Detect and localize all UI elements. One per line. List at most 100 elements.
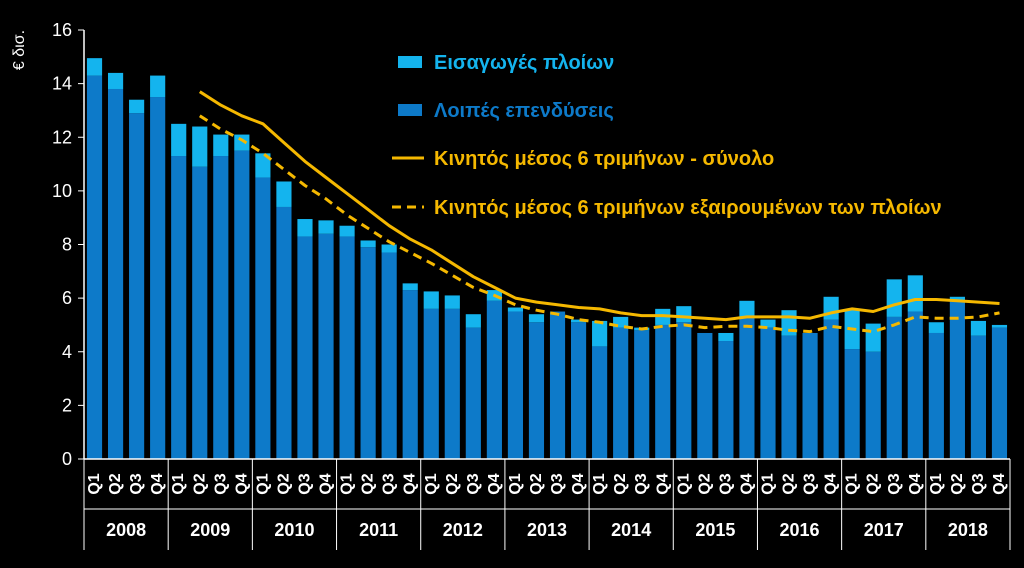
x-tick-label-quarter: Q2	[191, 473, 208, 494]
x-tick-label-year: 2010	[274, 520, 314, 540]
bar-other-investment	[613, 327, 629, 459]
bar-ship-imports	[402, 283, 418, 291]
bar-ship-imports	[865, 323, 881, 352]
bar-other-investment	[823, 319, 839, 459]
bar-other-investment	[234, 150, 250, 459]
y-tick-label: 2	[62, 395, 72, 415]
x-tick-label-quarter: Q1	[675, 473, 692, 494]
x-tick-label-quarter: Q4	[823, 473, 840, 494]
x-tick-label-year: 2018	[948, 520, 988, 540]
bar-other-investment	[423, 308, 439, 459]
x-tick-label-quarter: Q4	[570, 473, 587, 494]
x-tick-label-quarter: Q4	[486, 473, 503, 494]
x-tick-label-quarter: Q3	[381, 473, 398, 494]
bar-other-investment	[676, 322, 692, 459]
bar-ship-imports	[465, 314, 481, 328]
bar-ship-imports	[676, 306, 692, 323]
x-tick-label-quarter: Q1	[844, 473, 861, 494]
bar-other-investment	[465, 327, 481, 459]
bar-ship-imports	[907, 275, 923, 312]
bar-ship-imports	[507, 307, 524, 312]
x-tick-label-year: 2017	[864, 520, 904, 540]
x-tick-label-year: 2008	[106, 520, 146, 540]
bar-other-investment	[86, 75, 103, 460]
y-tick-label: 14	[52, 74, 72, 94]
bar-other-investment	[171, 156, 187, 460]
x-tick-label-quarter: Q4	[149, 473, 166, 494]
x-tick-label-quarter: Q2	[360, 473, 377, 494]
bar-other-investment	[507, 311, 524, 459]
bar-ship-imports	[150, 75, 166, 98]
x-tick-label-quarter: Q4	[402, 473, 419, 494]
x-tick-label-quarter: Q2	[528, 473, 545, 494]
x-tick-label-year: 2011	[359, 520, 398, 540]
bar-ship-imports	[570, 319, 587, 323]
y-tick-label: 4	[62, 342, 72, 362]
legend-label: Εισαγωγές πλοίων	[434, 52, 614, 74]
y-tick-label: 12	[52, 127, 72, 147]
bar-other-investment	[928, 332, 944, 459]
bar-other-investment	[444, 308, 460, 459]
x-tick-label-quarter: Q2	[107, 473, 124, 494]
bar-other-investment	[718, 341, 734, 459]
bar-other-investment	[570, 322, 587, 459]
bar-other-investment	[634, 330, 650, 459]
bar-other-investment	[991, 327, 1008, 459]
x-tick-label-year: 2016	[780, 520, 820, 540]
x-tick-label-quarter: Q1	[591, 473, 608, 494]
legend-swatch	[398, 104, 422, 116]
bar-ship-imports	[739, 300, 755, 317]
x-tick-label-quarter: Q4	[233, 473, 250, 494]
bar-other-investment	[802, 332, 818, 459]
x-tick-label-quarter: Q2	[275, 473, 292, 494]
bar-ship-imports	[107, 72, 124, 89]
x-tick-label-quarter: Q2	[781, 473, 798, 494]
bar-ship-imports	[255, 153, 271, 178]
bar-ship-imports	[613, 316, 629, 328]
bar-other-investment	[339, 236, 355, 459]
bar-ship-imports	[949, 296, 965, 301]
bar-ship-imports	[86, 58, 103, 76]
x-tick-label-quarter: Q1	[254, 473, 271, 494]
x-tick-label-quarter: Q1	[339, 473, 356, 494]
x-tick-label-quarter: Q3	[633, 473, 650, 494]
x-tick-label-year: 2012	[443, 520, 483, 540]
bar-other-investment	[255, 177, 271, 459]
bar-other-investment	[150, 97, 166, 459]
bar-other-investment	[213, 156, 229, 460]
bar-other-investment	[402, 290, 418, 459]
bar-other-investment	[549, 311, 566, 459]
bar-ship-imports	[339, 225, 355, 237]
x-tick-label-quarter: Q3	[465, 473, 482, 494]
bar-other-investment	[318, 233, 334, 459]
bar-ship-imports	[276, 181, 292, 207]
bar-ship-imports	[192, 126, 208, 167]
x-tick-label-quarter: Q3	[212, 473, 229, 494]
bar-ship-imports	[444, 295, 460, 309]
bar-other-investment	[970, 335, 987, 459]
bar-ship-imports	[823, 296, 839, 320]
y-tick-label: 16	[52, 20, 72, 40]
x-tick-label-quarter: Q3	[549, 473, 566, 494]
bar-other-investment	[949, 300, 965, 459]
bar-ship-imports	[171, 123, 187, 157]
legend-label: Κινητός μέσος 6 τριμήνων - σύνολο	[434, 148, 774, 170]
bar-other-investment	[107, 88, 124, 460]
bar-ship-imports	[213, 134, 229, 157]
bar-other-investment	[760, 327, 776, 459]
bar-ship-imports	[528, 314, 545, 323]
bar-other-investment	[907, 311, 923, 459]
bar-other-investment	[781, 335, 797, 459]
line-moving-average-excluding-ships	[198, 114, 1000, 334]
bar-other-investment	[486, 300, 502, 459]
bar-other-investment	[886, 316, 902, 459]
bar-ship-imports	[928, 322, 944, 333]
x-tick-label-quarter: Q3	[802, 473, 819, 494]
bar-other-investment	[739, 316, 755, 459]
bar-other-investment	[697, 332, 713, 459]
bar-other-investment	[592, 346, 608, 459]
legend-swatch	[398, 56, 422, 68]
bar-ship-imports	[423, 291, 439, 309]
x-tick-label-quarter: Q1	[928, 473, 945, 494]
bar-other-investment	[276, 206, 292, 459]
